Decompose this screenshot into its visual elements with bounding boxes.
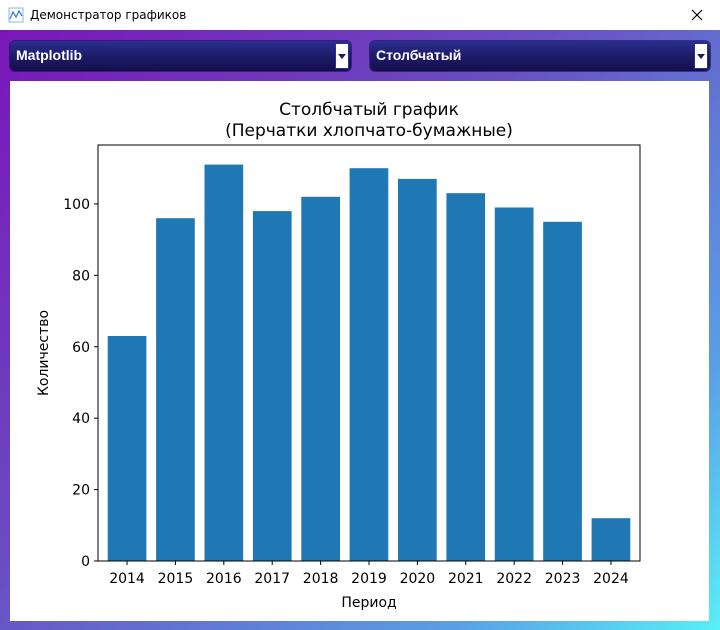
chart-type-select-dropdown-button[interactable] bbox=[694, 43, 708, 69]
chart-line-icon bbox=[8, 7, 24, 23]
bars-group bbox=[107, 164, 631, 562]
y-tick-label-60: 60 bbox=[72, 340, 90, 356]
bar-2021 bbox=[446, 193, 486, 561]
main-content: Matplotlib Столбчатый Столбчатый график … bbox=[0, 30, 720, 630]
chart-title: Столбчатый график bbox=[279, 100, 459, 120]
x-tick-label-2016: 2016 bbox=[206, 571, 242, 587]
bar-2022 bbox=[494, 207, 534, 561]
library-select[interactable]: Matplotlib bbox=[10, 41, 351, 71]
y-tick-label-0: 0 bbox=[81, 554, 90, 570]
y-tick-label-80: 80 bbox=[72, 268, 90, 284]
y-axis: 0 20 40 60 80 100 bbox=[63, 197, 98, 570]
x-tick-label-2024: 2024 bbox=[593, 571, 629, 587]
y-tick-label-100: 100 bbox=[63, 197, 90, 213]
bar-chart: Столбчатый график (Перчатки хлопчато-бум… bbox=[36, 100, 641, 611]
x-axis-label: Период bbox=[341, 595, 396, 611]
library-select-value: Matplotlib bbox=[16, 47, 83, 63]
y-axis-label: Количество bbox=[36, 310, 52, 396]
chevron-down-icon bbox=[697, 53, 705, 59]
x-tick-label-2014: 2014 bbox=[109, 571, 145, 587]
x-tick-label-2020: 2020 bbox=[400, 571, 436, 587]
library-select-dropdown-button[interactable] bbox=[335, 43, 349, 69]
close-button[interactable] bbox=[674, 0, 720, 30]
y-tick-label-40: 40 bbox=[72, 411, 90, 427]
x-tick-label-2022: 2022 bbox=[496, 571, 532, 587]
bar-2019 bbox=[349, 168, 389, 561]
chart-type-select-value: Столбчатый bbox=[376, 47, 462, 63]
close-icon bbox=[691, 9, 703, 21]
x-tick-label-2018: 2018 bbox=[303, 571, 339, 587]
chevron-down-icon bbox=[338, 53, 346, 59]
x-tick-label-2019: 2019 bbox=[351, 571, 387, 587]
chart-subtitle: (Перчатки хлопчато-бумажные) bbox=[225, 121, 513, 141]
axes-frame bbox=[97, 144, 641, 562]
x-tick-label-2023: 2023 bbox=[545, 571, 581, 587]
y-tick-label-20: 20 bbox=[72, 483, 90, 499]
chart-type-select[interactable]: Столбчатый bbox=[370, 41, 710, 71]
bar-2016 bbox=[204, 164, 244, 561]
x-tick-label-2021: 2021 bbox=[448, 571, 484, 587]
bar-2014 bbox=[107, 336, 147, 561]
x-tick-label-2015: 2015 bbox=[158, 571, 194, 587]
bar-2023 bbox=[543, 221, 582, 562]
x-axis: 2014 2015 2016 2017 2018 2019 2020 2021 2022 2023… bbox=[109, 561, 629, 587]
bar-2018 bbox=[301, 196, 340, 562]
bar-2015 bbox=[156, 218, 195, 561]
bar-2024 bbox=[591, 518, 631, 561]
title-bar: Демонстратор графиков bbox=[0, 0, 720, 30]
plot-area: Столбчатый график (Перчатки хлопчато-бум… bbox=[10, 81, 709, 621]
x-tick-label-2017: 2017 bbox=[254, 571, 290, 587]
window-title: Демонстратор графиков bbox=[30, 8, 187, 22]
bar-2020 bbox=[398, 178, 437, 561]
bar-2017 bbox=[252, 211, 292, 561]
